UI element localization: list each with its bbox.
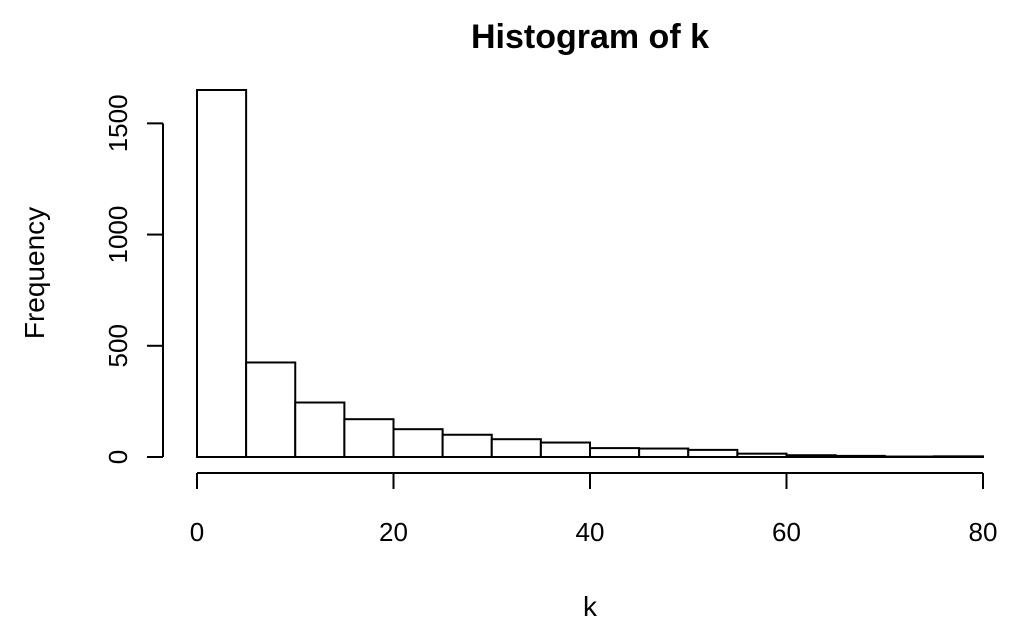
bars-layer — [196, 89, 984, 459]
x-axis-label: k — [583, 591, 598, 622]
y-axis: 0 500 1000 1500 — [103, 94, 164, 464]
histogram-bar — [834, 454, 886, 458]
histogram-bar — [343, 418, 395, 458]
y-tick-label: 1000 — [103, 206, 133, 264]
histogram-bar — [932, 455, 984, 459]
chart-title: Histogram of k — [471, 18, 709, 56]
x-tick-label: 0 — [190, 517, 204, 547]
histogram-bar — [490, 438, 542, 458]
histogram-bar — [392, 428, 444, 458]
histogram-bar — [294, 401, 346, 459]
x-tick-label: 80 — [969, 517, 998, 547]
histogram-bar — [687, 448, 739, 458]
histogram-bar — [785, 454, 837, 459]
histogram-bar — [736, 452, 788, 458]
histogram-bar — [245, 361, 297, 458]
histogram-bar — [539, 441, 591, 458]
histogram-bar — [589, 447, 641, 458]
histogram-bar — [441, 433, 493, 458]
x-tick-label: 40 — [576, 517, 605, 547]
x-tick-label: 20 — [379, 517, 408, 547]
histogram-bar — [638, 447, 690, 459]
y-axis-label: Frequency — [19, 207, 50, 339]
y-tick-label: 0 — [103, 450, 133, 464]
x-axis: 0 20 40 60 80 — [190, 472, 998, 547]
y-tick-label: 1500 — [103, 94, 133, 152]
x-tick-label: 60 — [772, 517, 801, 547]
y-tick-label: 500 — [103, 324, 133, 367]
histogram-bar — [196, 89, 248, 458]
